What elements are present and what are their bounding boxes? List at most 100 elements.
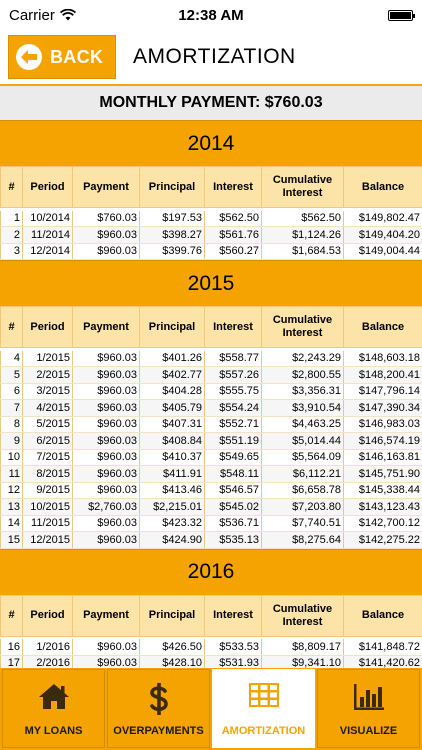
table-cell: $149,004.44	[343, 243, 422, 260]
table-cell: $960.03	[72, 531, 140, 549]
table-cell: $960.03	[72, 399, 140, 417]
column-header: Payment	[72, 166, 140, 208]
table-cell: $552.71	[204, 416, 262, 433]
table-cell: $960.03	[72, 350, 140, 367]
table-cell: $146,574.19	[343, 432, 422, 450]
table-cell: $8,275.64	[261, 531, 344, 549]
column-header: Interest	[204, 166, 262, 208]
table-cell: $960.03	[72, 515, 140, 532]
tab-label: VISUALIZE	[339, 725, 398, 737]
tab-amortization[interactable]: AMORTIZATION	[212, 669, 315, 748]
back-button[interactable]: BACK	[8, 35, 116, 79]
table-cell: $145,751.90	[343, 465, 422, 483]
table-cell: $960.03	[72, 639, 140, 656]
table-row: 6 3/2015 $960.03 $404.28 $555.75 $3,356.31 $14…	[0, 383, 422, 400]
table-row: 1 10/2014 $760.03 $197.53 $562.50 $562.50 $149…	[0, 210, 422, 227]
table-cell: 7	[0, 399, 23, 417]
table-cell: $143,123.43	[343, 498, 422, 516]
column-header: Balance	[343, 306, 422, 348]
table-cell: $960.03	[72, 383, 140, 400]
table-cell: 11/2015	[22, 515, 73, 532]
table-cell: $4,463.25	[261, 416, 344, 433]
table-cell: $535.13	[204, 531, 262, 549]
tab-visualize[interactable]: VISUALIZE	[317, 669, 420, 748]
table-cell: 2/2015	[22, 366, 73, 384]
table-cell: $399.76	[139, 243, 205, 260]
table-row: 10 7/2015 $960.03 $410.37 $549.65 $5,564.09 $1…	[0, 449, 422, 466]
table-cell: $5,564.09	[261, 449, 344, 466]
column-header-row: # Period Payment Principal Interest Cumulativ…	[0, 594, 422, 637]
amortization-schedule[interactable]: 2014 # Period Payment Principal Interest Cumul…	[0, 120, 422, 668]
table-cell: $423.32	[139, 515, 205, 532]
home-icon	[3, 682, 104, 710]
table-cell: $546.57	[204, 482, 262, 499]
table-cell: 17	[0, 655, 23, 668]
table-cell: 10	[0, 449, 23, 466]
table-cell: $960.03	[72, 432, 140, 450]
table-cell: $8,809.17	[261, 639, 344, 656]
table-row: 17 2/2016 $960.03 $428.10 $531.93 $9,341.10 $1…	[0, 655, 422, 668]
table-cell: 4/2015	[22, 399, 73, 417]
table-cell: $141,420.62	[343, 655, 422, 668]
table-cell: 1	[0, 210, 23, 227]
table-cell: $398.27	[139, 226, 205, 244]
table-cell: $148,200.41	[343, 366, 422, 384]
table-cell: 9/2015	[22, 482, 73, 499]
table-cell: 9	[0, 432, 23, 450]
amortization-table: # Period Payment Principal Interest Cumulativ…	[0, 166, 422, 260]
column-header: Period	[22, 166, 73, 208]
table-cell: $561.76	[204, 226, 262, 244]
carrier-label: Carrier	[9, 6, 55, 24]
table-cell: $142,700.12	[343, 515, 422, 532]
column-header: Principal	[139, 594, 205, 637]
column-header: #	[0, 166, 23, 208]
table-cell: $2,243.29	[261, 350, 344, 367]
table-row: 16 1/2016 $960.03 $426.50 $533.53 $8,809.17 $1…	[0, 639, 422, 656]
table-cell: $551.19	[204, 432, 262, 450]
table-cell: $147,796.14	[343, 383, 422, 400]
column-header: Interest	[204, 594, 262, 637]
table-cell: $960.03	[72, 226, 140, 244]
column-header-row: # Period Payment Principal Interest Cumulativ…	[0, 166, 422, 208]
table-cell: $401.26	[139, 350, 205, 367]
table-cell: $7,203.80	[261, 498, 344, 516]
table-row: 4 1/2015 $960.03 $401.26 $558.77 $2,243.29 $14…	[0, 350, 422, 367]
table-cell: $960.03	[72, 655, 140, 668]
table-row: 12 9/2015 $960.03 $413.46 $546.57 $6,658.78 $1…	[0, 482, 422, 499]
table-cell: $562.50	[204, 210, 262, 227]
tab-overpayments[interactable]: OVERPAYMENTS	[107, 669, 210, 748]
table-row: 13 10/2015 $2,760.03 $2,215.01 $545.02 $7,203…	[0, 498, 422, 516]
table-cell: $549.65	[204, 449, 262, 466]
bar-chart-icon	[318, 682, 419, 712]
tab-my-loans[interactable]: MY LOANS	[2, 669, 105, 748]
column-header: Payment	[72, 306, 140, 348]
year-header: 2014	[0, 120, 422, 166]
table-cell: $554.24	[204, 399, 262, 417]
table-cell: $407.31	[139, 416, 205, 433]
table-cell: $9,341.10	[261, 655, 344, 668]
table-cell: 5/2015	[22, 416, 73, 433]
amortization-table: # Period Payment Principal Interest Cumulativ…	[0, 594, 422, 668]
column-header: #	[0, 594, 23, 637]
table-cell: $555.75	[204, 383, 262, 400]
column-header-row: # Period Payment Principal Interest Cumulativ…	[0, 306, 422, 348]
table-cell: $960.03	[72, 465, 140, 483]
dollar-icon	[108, 682, 209, 716]
table-row: 14 11/2015 $960.03 $423.32 $536.71 $7,740.51 $…	[0, 515, 422, 532]
table-cell: 16	[0, 639, 23, 656]
table-row: 5 2/2015 $960.03 $402.77 $557.26 $2,800.55 $14…	[0, 366, 422, 384]
table-cell: $533.53	[204, 639, 262, 656]
table-cell: $960.03	[72, 243, 140, 260]
column-header: Cumulative Interest	[261, 166, 344, 208]
table-cell: $545.02	[204, 498, 262, 516]
table-cell: 10/2015	[22, 498, 73, 516]
table-cell: $197.53	[139, 210, 205, 227]
column-header: Balance	[343, 166, 422, 208]
table-cell: $531.93	[204, 655, 262, 668]
table-cell: $149,802.47	[343, 210, 422, 227]
table-cell: $960.03	[72, 482, 140, 499]
table-cell: 4	[0, 350, 23, 367]
grid-table-icon	[213, 682, 314, 708]
table-cell: 12/2014	[22, 243, 73, 260]
table-cell: $145,338.44	[343, 482, 422, 499]
